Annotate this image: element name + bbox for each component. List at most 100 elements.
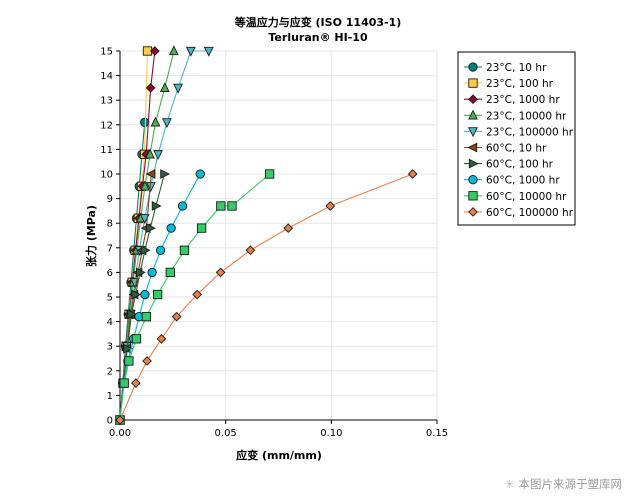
legend-label: 23°C, 1000 hr — [486, 94, 560, 106]
y-tick-label: 8 — [107, 219, 113, 230]
data-point — [119, 378, 129, 388]
data-point — [156, 333, 167, 344]
data-point — [135, 267, 146, 278]
chart-subtitle: Terluran® HI-10 — [268, 31, 368, 44]
data-point — [177, 201, 188, 211]
y-tick-label: 2 — [107, 366, 113, 377]
legend-marker — [468, 175, 478, 185]
data-point — [185, 46, 196, 57]
data-point — [127, 309, 138, 320]
data-point — [203, 46, 214, 57]
legend-marker — [468, 94, 478, 105]
data-point — [142, 356, 152, 366]
watermark-text: 本图片来源于塑库网 — [518, 477, 623, 491]
data-point — [168, 45, 179, 56]
y-tick-label: 7 — [107, 243, 113, 254]
data-point — [165, 267, 175, 278]
y-tick-label: 14 — [100, 71, 113, 82]
data-point — [147, 267, 157, 278]
data-point — [151, 201, 162, 211]
legend-label: 60°C, 10000 hr — [486, 191, 567, 203]
legend-label: 23°C, 100000 hr — [486, 126, 574, 138]
legend-label: 23°C, 10 hr — [486, 62, 547, 74]
x-tick-label: 0.05 — [215, 428, 237, 439]
legend-label: 60°C, 1000 hr — [486, 175, 560, 187]
data-point — [245, 245, 256, 256]
legend-marker — [468, 109, 478, 120]
data-point — [160, 169, 171, 179]
series-line — [119, 50, 175, 421]
y-tick-label: 12 — [100, 120, 113, 131]
data-point — [145, 83, 156, 93]
data-point — [173, 83, 184, 94]
y-tick-label: 0 — [107, 416, 113, 427]
watermark: ✳ 本图片来源于塑库网 — [505, 476, 622, 492]
data-point — [146, 223, 156, 234]
plot-background — [120, 51, 437, 420]
y-tick-label: 5 — [107, 293, 113, 304]
y-tick-label: 6 — [107, 268, 113, 279]
legend-label: 60°C, 100000 hr — [486, 207, 574, 219]
series-10 — [115, 169, 418, 425]
data-point — [123, 343, 134, 354]
y-axis-title: 张力 (MPa) — [84, 205, 98, 267]
data-point — [131, 289, 142, 300]
legend-marker — [468, 207, 478, 217]
data-point — [283, 223, 294, 233]
series-line — [119, 173, 165, 421]
legend-marker — [468, 191, 478, 201]
data-point — [161, 118, 172, 129]
data-point — [150, 46, 160, 56]
y-tick-label: 10 — [100, 170, 113, 181]
y-tick-label: 9 — [107, 194, 113, 205]
data-point — [325, 201, 336, 211]
watermark-star-icon: ✳ — [504, 477, 515, 491]
data-point — [166, 223, 176, 233]
legend-marker — [468, 127, 478, 138]
x-axis-title: 应变 (mm/mm) — [236, 448, 322, 462]
legend-label: 60°C, 100 hr — [486, 159, 554, 171]
y-tick-label: 4 — [107, 317, 113, 328]
data-point — [140, 117, 150, 127]
legend-label: 23°C, 10000 hr — [486, 110, 567, 122]
data-point — [216, 201, 226, 211]
x-tick-label: 0.00 — [109, 428, 131, 439]
x-tick-label: 0.15 — [426, 428, 448, 439]
data-point — [140, 245, 151, 256]
data-point — [131, 334, 142, 344]
data-point — [171, 311, 182, 322]
data-point — [196, 223, 207, 233]
data-point — [145, 148, 155, 159]
series-group — [114, 45, 418, 426]
legend-marker — [467, 142, 478, 153]
data-point — [141, 312, 152, 322]
data-point — [152, 289, 163, 300]
data-point — [264, 169, 275, 179]
data-point — [131, 378, 141, 388]
data-point — [192, 289, 202, 300]
y-tick-label: 15 — [100, 47, 113, 58]
data-point — [159, 82, 170, 93]
y-tick-label: 13 — [100, 96, 113, 107]
data-point — [150, 116, 161, 127]
data-point — [195, 169, 205, 179]
data-point — [215, 267, 226, 278]
legend-label: 23°C, 100 hr — [486, 78, 554, 90]
y-tick-label: 11 — [100, 145, 113, 156]
legend-marker — [468, 62, 478, 72]
x-tick-label: 0.10 — [320, 428, 342, 439]
legend-marker — [468, 78, 478, 88]
data-point — [155, 245, 166, 255]
legend-marker — [468, 158, 479, 169]
data-point — [124, 356, 134, 366]
legend: 23°C, 10 hr 23°C, 100 hr 23°C, 1000 hr 23°C… — [457, 51, 576, 226]
data-point — [407, 169, 418, 179]
y-tick-label: 3 — [107, 342, 113, 353]
data-point — [145, 169, 156, 179]
data-point — [153, 150, 163, 161]
legend-label: 60°C, 10 hr — [486, 143, 547, 155]
chart-title: 等温应力与应变 (ISO 11403-1) — [234, 15, 402, 29]
data-point — [179, 245, 190, 255]
